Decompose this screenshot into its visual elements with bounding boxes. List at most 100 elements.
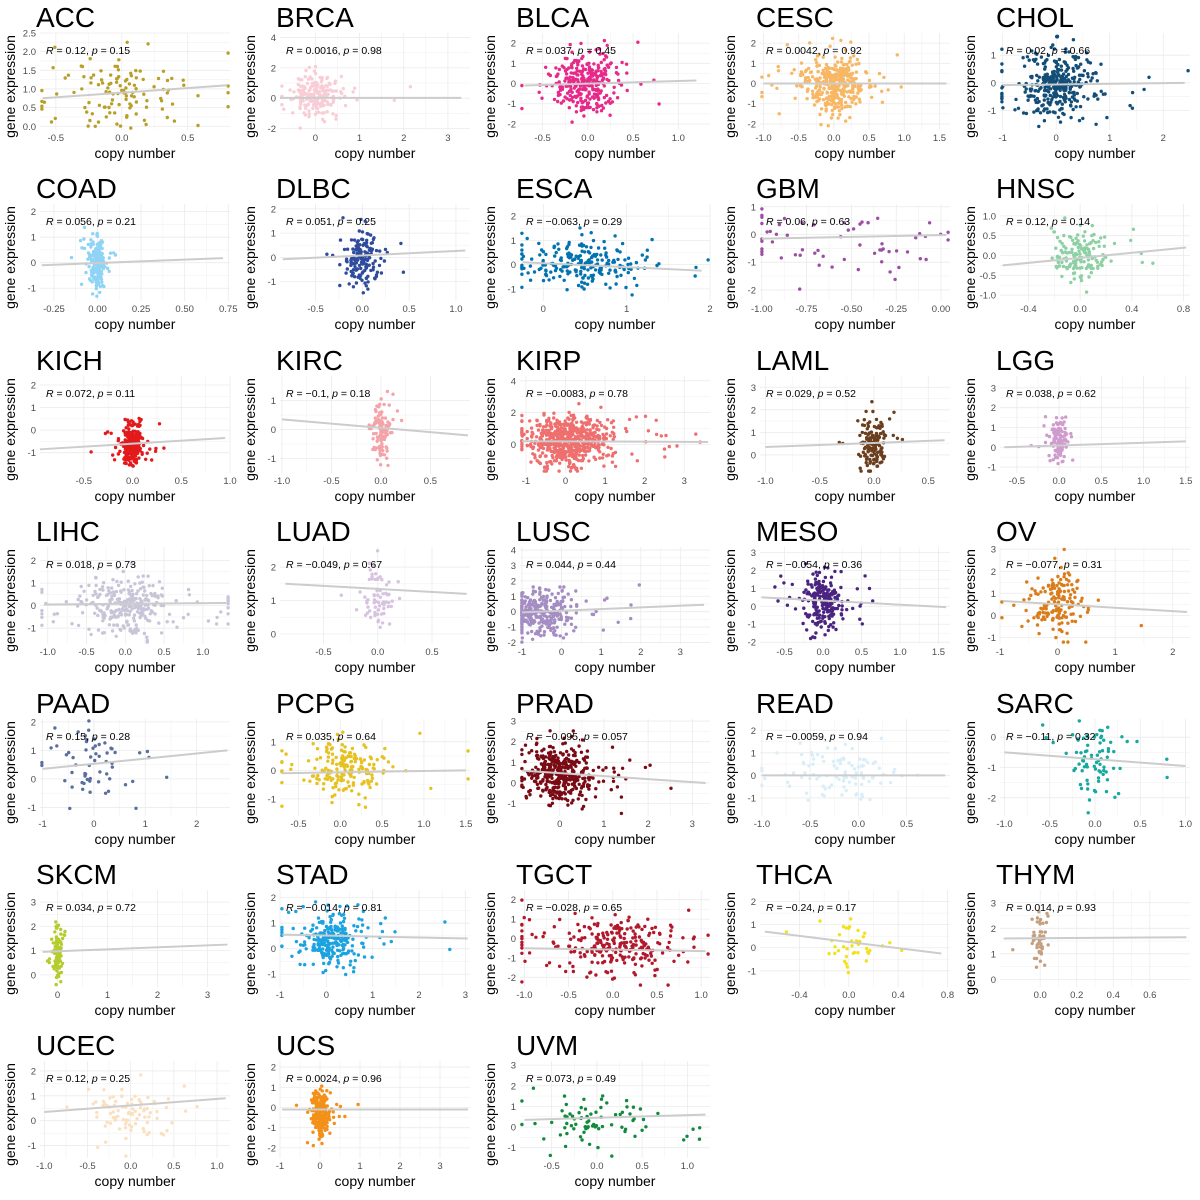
data-point — [819, 107, 824, 111]
data-point — [616, 620, 620, 625]
data-point — [296, 82, 300, 87]
data-point — [833, 591, 838, 595]
data-point — [864, 409, 868, 413]
data-point — [1070, 247, 1074, 252]
data-point — [125, 619, 129, 624]
y-tick-label: 0.0 — [983, 251, 996, 262]
data-point — [845, 62, 849, 67]
data-point — [587, 65, 592, 69]
correlation-annotation: R = −0.063, p = 0.29 — [526, 216, 622, 228]
data-point — [845, 104, 850, 108]
data-point — [378, 625, 382, 630]
data-point — [1001, 106, 1005, 110]
x-tick-label: 2 — [401, 133, 406, 144]
data-point — [1069, 100, 1074, 104]
x-tick-label: 0.0 — [115, 133, 128, 144]
correlation-annotation: R = −0.049, p = 0.67 — [286, 559, 382, 571]
data-point — [845, 73, 849, 78]
data-point — [779, 256, 783, 260]
data-point — [353, 86, 357, 91]
data-point — [600, 273, 604, 277]
data-point — [590, 74, 595, 78]
data-point — [1047, 453, 1051, 458]
data-point — [128, 629, 133, 634]
data-point — [1091, 239, 1095, 243]
data-point — [843, 71, 847, 75]
x-axis-label: copy number — [815, 316, 896, 332]
data-point — [581, 276, 585, 281]
data-point — [1033, 589, 1037, 593]
data-point — [1076, 233, 1080, 238]
data-point — [354, 261, 359, 265]
data-point — [581, 444, 586, 449]
x-tick-label: -1.0 — [40, 647, 56, 658]
data-point — [832, 93, 836, 98]
data-point — [354, 608, 359, 612]
data-point — [181, 616, 186, 620]
p-symbol: p — [91, 45, 98, 57]
data-point — [553, 596, 558, 600]
data-point — [379, 438, 383, 443]
data-point — [1060, 439, 1064, 443]
data-point — [1045, 107, 1049, 111]
data-point — [580, 101, 584, 105]
data-point — [595, 110, 599, 114]
data-point — [172, 119, 177, 123]
data-point — [554, 633, 558, 638]
data-point — [219, 610, 223, 614]
data-point — [107, 589, 111, 593]
data-point — [97, 103, 102, 108]
data-point — [87, 253, 92, 257]
data-point — [380, 441, 384, 446]
data-point — [586, 71, 590, 75]
data-point — [107, 256, 112, 261]
data-point — [815, 99, 819, 104]
data-point — [521, 616, 525, 621]
data-point — [590, 612, 594, 617]
y-tick-label: 1 — [751, 584, 756, 595]
y-tick-label: 0 — [511, 79, 516, 90]
data-point — [1083, 230, 1087, 234]
grid-lines — [1000, 375, 1190, 473]
x-tick-label: 0.5 — [922, 476, 935, 487]
data-point — [112, 592, 116, 596]
data-point — [1102, 244, 1106, 249]
y-tick-label: 0 — [271, 253, 276, 264]
data-point — [136, 607, 141, 611]
data-point — [785, 233, 789, 238]
data-point — [574, 104, 578, 108]
data-point — [87, 265, 91, 269]
data-point — [318, 104, 323, 108]
data-point — [1035, 52, 1039, 56]
data-point — [365, 238, 369, 243]
data-point — [564, 421, 568, 426]
data-point — [802, 590, 806, 595]
data-point — [541, 598, 545, 603]
data-point — [1076, 246, 1080, 250]
data-point — [408, 85, 413, 89]
data-point — [135, 430, 139, 434]
data-point — [55, 612, 60, 616]
data-point — [89, 632, 93, 637]
data-point — [860, 622, 864, 626]
data-point — [175, 625, 179, 630]
data-point — [100, 81, 105, 85]
y-tick-label: -1 — [508, 623, 516, 634]
data-point — [1078, 223, 1082, 228]
data-point — [858, 89, 862, 93]
p-value: = 0.92 — [829, 45, 862, 57]
data-point — [560, 432, 564, 436]
data-point — [91, 240, 95, 245]
data-point — [613, 450, 618, 454]
x-tick-label: 0 — [541, 304, 546, 315]
data-point — [586, 276, 591, 281]
data-point — [802, 606, 806, 611]
data-point — [151, 584, 155, 588]
data-point — [535, 458, 539, 463]
data-point — [1053, 556, 1057, 561]
data-point — [359, 218, 363, 222]
data-point — [129, 451, 134, 455]
data-point — [592, 434, 596, 438]
